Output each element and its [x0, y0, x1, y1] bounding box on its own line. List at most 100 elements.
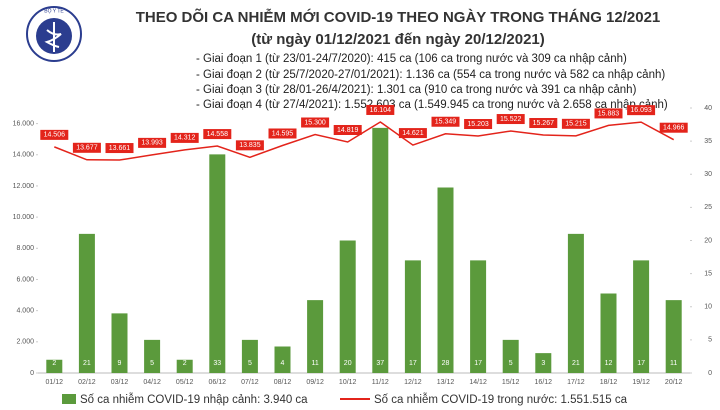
- label-box: [431, 116, 460, 127]
- bar: [404, 260, 421, 373]
- label-box: [398, 128, 427, 139]
- bar-label: 28: [442, 360, 450, 367]
- data-label: 14.312: [174, 135, 196, 142]
- data-label: 13.993: [141, 140, 163, 147]
- data-label: 16.093: [630, 107, 652, 114]
- data-label: 14.621: [402, 130, 424, 137]
- bar-label: 37: [376, 360, 384, 367]
- y2-tick-label: 35: [704, 138, 712, 145]
- y-tick-label: 6.000: [16, 276, 34, 283]
- x-tick-label: 17/12: [567, 379, 585, 386]
- y2-tick-label: 40: [704, 105, 712, 112]
- label-box: [561, 118, 590, 129]
- point-label: 15.349: [431, 116, 460, 127]
- bar: [535, 353, 552, 373]
- label-box: [529, 118, 558, 129]
- line: [54, 121, 675, 161]
- bar-label: 21: [572, 360, 580, 367]
- point-label: 15.215: [561, 118, 590, 129]
- data-label: 16.104: [370, 107, 392, 114]
- bar: [78, 233, 95, 373]
- y2-tick-label: 0: [708, 370, 712, 377]
- logo-text: BỘ Y TẾ: [44, 7, 64, 14]
- point-label: 15.203: [464, 119, 493, 130]
- point-label: 15.522: [496, 114, 525, 125]
- note: - Giai đoạn 1 (từ 23/01-24/7/2020): 415 …: [196, 53, 627, 65]
- bar: [111, 313, 128, 373]
- chart-title: THEO DÕI CA NHIỄM MỚI COVID-19 THEO NGÀY…: [136, 8, 661, 26]
- bar: [502, 339, 519, 373]
- bar: [600, 293, 617, 373]
- label-box: [333, 124, 362, 135]
- bar: [567, 233, 584, 373]
- label-box: [235, 140, 264, 151]
- x-tick-label: 09/12: [306, 379, 324, 386]
- y2-tick-label: 25: [704, 204, 712, 211]
- data-label: 13.661: [109, 145, 131, 152]
- x-tick-label: 13/12: [437, 379, 455, 386]
- note: - Giai đoạn 2 (từ 25/7/2020-27/01/2021):…: [196, 69, 665, 81]
- data-label: 15.267: [533, 120, 555, 127]
- y-tick-label: 2.000: [16, 339, 34, 346]
- bar: [46, 359, 63, 373]
- y-tick-label: 14.000: [13, 152, 35, 159]
- point-label: 14.558: [203, 129, 232, 140]
- label-box: [203, 129, 232, 140]
- bar: [437, 187, 454, 373]
- bar-label: 2: [183, 360, 187, 367]
- logo: BỘ Y TẾ: [26, 6, 82, 62]
- bar: [144, 339, 161, 373]
- x-tick-label: 01/12: [46, 379, 64, 386]
- bar: [274, 346, 291, 373]
- y2-tick-label: 20: [704, 237, 712, 244]
- bar: [665, 300, 682, 373]
- bar-label: 5: [509, 360, 513, 367]
- bar-label: 12: [605, 360, 613, 367]
- label-box: [627, 105, 656, 116]
- label-box: [496, 114, 525, 125]
- label-box: [301, 117, 330, 128]
- bar-label: 11: [670, 360, 677, 367]
- label-box: [659, 122, 688, 133]
- y2-tick-label: 15: [704, 270, 712, 277]
- bar: [209, 154, 226, 373]
- data-label: 13.835: [239, 142, 261, 149]
- label-box: [366, 104, 395, 115]
- point-label: 14.966: [659, 122, 688, 133]
- bar: [372, 127, 389, 373]
- x-tick-label: 11/12: [372, 379, 389, 386]
- data-label: 15.522: [500, 116, 522, 123]
- data-label: 14.966: [663, 125, 685, 132]
- data-label: 15.215: [565, 121, 587, 128]
- x-tick-label: 18/12: [600, 379, 618, 386]
- bar-label: 17: [409, 360, 417, 367]
- label-box: [268, 128, 297, 139]
- label-box: [594, 108, 623, 119]
- x-tick-label: 03/12: [111, 379, 129, 386]
- bar: [339, 240, 356, 373]
- bar-label: 17: [474, 360, 482, 367]
- label-box: [40, 129, 69, 140]
- bar-label: 4: [281, 360, 285, 367]
- data-label: 15.203: [467, 121, 489, 128]
- y2-tick-label: 10: [704, 304, 712, 311]
- bar: [176, 359, 193, 373]
- label-box: [105, 143, 134, 154]
- point-label: 16.104: [366, 104, 395, 115]
- bar: [470, 260, 487, 373]
- point-label: 14.506: [40, 129, 69, 140]
- note: - Giai đoạn 4 (từ 27/4/2021): 1.552.603 …: [196, 99, 668, 111]
- x-tick-label: 08/12: [274, 379, 292, 386]
- point-label: 14.621: [398, 128, 427, 139]
- data-label: 15.349: [435, 119, 457, 126]
- chart-subtitle: (từ ngày 01/12/2021 đến ngày 20/12/2021): [251, 31, 545, 48]
- y-tick-label: 12.000: [13, 183, 35, 190]
- point-label: 14.312: [170, 132, 199, 143]
- point-label: 15.267: [529, 118, 558, 129]
- x-tick-label: 20/12: [665, 379, 683, 386]
- data-label: 14.558: [207, 131, 229, 138]
- data-label: 15.883: [598, 110, 620, 117]
- y2-tick-label: 30: [704, 171, 712, 178]
- label-box: [72, 142, 101, 153]
